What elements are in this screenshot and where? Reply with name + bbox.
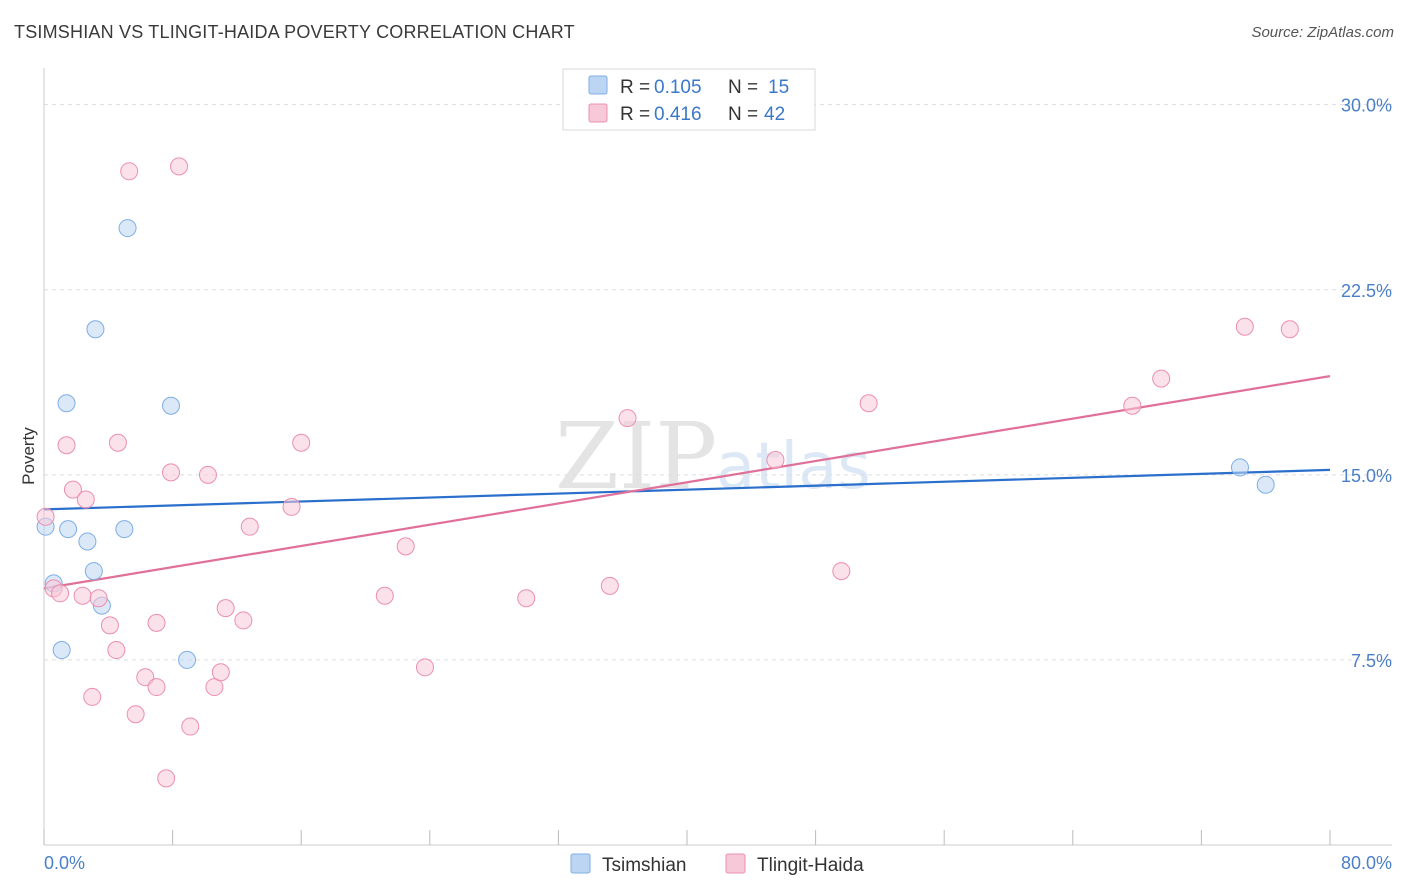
tsimshian-point <box>78 532 97 551</box>
watermark-atlas: atlas <box>716 430 871 504</box>
y-tick-label: 7.5% <box>1351 651 1392 671</box>
gridlines <box>44 104 1392 661</box>
tlingit-haida-point <box>126 705 145 724</box>
tlingit-haida-point <box>832 562 851 581</box>
legend-n-value-tsimshian: 15 <box>768 77 789 98</box>
legend-n-label-tlingit-haida: N = <box>728 104 758 125</box>
tsimshian-point <box>178 650 197 669</box>
x-tick-label-max: 80.0% <box>1341 853 1392 873</box>
tsimshian-point <box>84 562 103 581</box>
tlingit-haida-point <box>1152 369 1171 388</box>
tsimshian-point <box>161 396 180 415</box>
tsimshian-point <box>1256 475 1275 494</box>
tsimshian-point <box>86 320 105 339</box>
tlingit-haida-point <box>1280 320 1299 339</box>
legend-swatch-tlingit-haida <box>588 103 608 123</box>
tlingit-haida-point <box>120 162 139 181</box>
bottom-legend-label-tsimshian: Tsimshian <box>602 855 686 876</box>
tlingit-haida-point <box>198 465 217 484</box>
legend-r-label-tsimshian: R = <box>620 77 650 98</box>
tlingit-haida-point <box>36 507 55 526</box>
tlingit-haida-point <box>618 409 637 428</box>
tlingit-haida-point <box>234 611 253 630</box>
tlingit-haida-point <box>57 436 76 455</box>
y-tick-labels: 7.5% 15.0% 22.5% 30.0% <box>1341 96 1392 671</box>
tlingit-haida-point <box>170 157 189 176</box>
tlingit-haida-point <box>216 599 235 618</box>
legend-r-value-tsimshian: 0.105 <box>654 77 702 98</box>
legend-n-value-tlingit-haida: 42 <box>764 104 785 125</box>
y-tick-label: 15.0% <box>1341 466 1392 486</box>
legend-r-value-tlingit-haida: 0.416 <box>654 104 702 125</box>
tlingit-haida-point <box>205 678 224 697</box>
tsimshian-point <box>1230 458 1249 477</box>
y-tick-label: 30.0% <box>1341 96 1392 116</box>
tlingit-haida-point <box>100 616 119 635</box>
tsimshian-point <box>57 394 76 413</box>
tlingit-haida-point <box>375 586 394 605</box>
tlingit-haida-point <box>89 589 108 608</box>
tlingit-haida-point <box>517 589 536 608</box>
tlingit-haida-point <box>859 394 878 413</box>
x-ticks <box>43 830 1331 845</box>
legend-n-label-tsimshian: N = <box>728 77 758 98</box>
watermark: ZIP atlas <box>555 403 871 510</box>
tlingit-haida-point <box>51 584 70 603</box>
y-axis-label: Poverty <box>19 427 38 485</box>
tlingit-haida-point <box>161 463 180 482</box>
tlingit-haida-point <box>600 576 619 595</box>
tlingit-haida-point <box>766 451 785 470</box>
tlingit-haida-point <box>211 663 230 682</box>
chart-title: TSIMSHIAN VS TLINGIT-HAIDA POVERTY CORRE… <box>14 22 575 42</box>
tlingit-haida-point <box>107 641 126 660</box>
tlingit-haida-point <box>108 433 127 452</box>
trend-lines <box>43 375 1331 590</box>
legend-r-label-tlingit-haida: R = <box>620 104 650 125</box>
tsimshian-point <box>52 641 71 660</box>
bottom-legend-swatch-tlingit-haida <box>725 853 746 874</box>
tsimshian-point <box>59 520 78 539</box>
correlation-legend: R = 0.105 N = 15 R = 0.416 N = 42 <box>562 68 816 131</box>
tlingit-haida-point <box>415 658 434 677</box>
y-tick-label: 22.5% <box>1341 281 1392 301</box>
tsimshian-point <box>118 219 137 238</box>
tlingit-haida-trend-line <box>43 375 1331 590</box>
tlingit-haida-point <box>292 433 311 452</box>
tlingit-haida-point <box>1235 317 1254 336</box>
tsimshian-point <box>115 520 134 539</box>
tlingit-haida-point <box>147 613 166 632</box>
bottom-legend-swatch-tsimshian <box>570 853 591 874</box>
tlingit-haida-point <box>240 517 259 536</box>
tlingit-haida-point <box>282 497 301 516</box>
tlingit-haida-point <box>147 678 166 697</box>
tlingit-haida-point <box>396 537 415 556</box>
tlingit-haida-point <box>1123 396 1142 415</box>
tlingit-haida-point <box>76 490 95 509</box>
tlingit-haida-point <box>181 717 200 736</box>
bottom-legend-label-tlingit-haida: Tlingit-Haida <box>757 855 864 876</box>
source-label: Source: ZipAtlas.com <box>1251 24 1394 41</box>
axes <box>43 68 1392 846</box>
tsimshian-trend-line <box>43 468 1331 511</box>
legend-swatch-tsimshian <box>588 75 608 95</box>
tlingit-haida-point <box>63 480 82 499</box>
tlingit-haida-point <box>73 586 92 605</box>
tlingit-haida-point <box>83 687 102 706</box>
x-tick-label-min: 0.0% <box>44 853 85 873</box>
tlingit-haida-point <box>157 769 176 788</box>
data-points <box>36 157 1299 788</box>
series-legend: Tsimshian Tlingit-Haida <box>570 853 864 876</box>
